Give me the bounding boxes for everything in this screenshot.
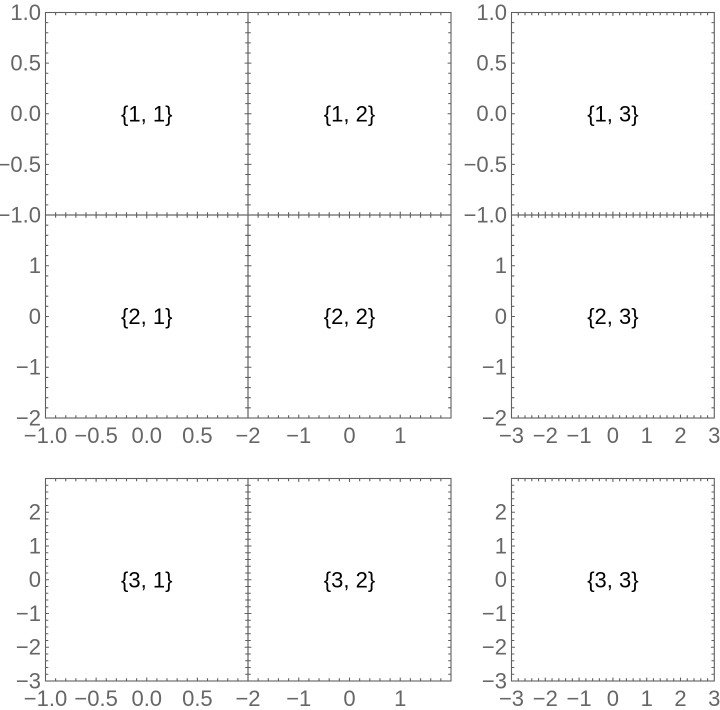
svg-text:1: 1 [641, 423, 653, 448]
svg-text:0: 0 [495, 567, 507, 592]
svg-text:0: 0 [29, 304, 41, 329]
svg-text:−0.5: −0.5 [74, 423, 117, 448]
svg-text:1: 1 [394, 423, 406, 448]
svg-text:−1: −1 [567, 423, 592, 448]
svg-text:−1.0: −1.0 [0, 202, 41, 227]
svg-text:{2, 2}: {2, 2} [324, 304, 375, 329]
svg-text:−1.0: −1.0 [24, 423, 67, 448]
svg-text:{1, 3}: {1, 3} [587, 101, 638, 126]
svg-text:3: 3 [708, 686, 720, 710]
svg-text:−3: −3 [482, 668, 507, 693]
svg-text:{1, 1}: {1, 1} [121, 101, 172, 126]
svg-text:{1, 2}: {1, 2} [324, 101, 375, 126]
svg-text:−2: −2 [482, 405, 507, 430]
svg-text:0.0: 0.0 [131, 686, 162, 710]
svg-text:−1: −1 [286, 423, 311, 448]
svg-text:−1: −1 [482, 355, 507, 380]
svg-text:1: 1 [394, 686, 406, 710]
svg-text:−1: −1 [567, 686, 592, 710]
svg-text:0: 0 [29, 567, 41, 592]
svg-text:−0.5: −0.5 [74, 686, 117, 710]
svg-text:−2: −2 [235, 686, 260, 710]
svg-text:−2: −2 [16, 405, 41, 430]
svg-text:2: 2 [495, 500, 507, 525]
svg-text:0.5: 0.5 [182, 423, 213, 448]
svg-text:2: 2 [674, 686, 686, 710]
svg-text:−3: −3 [499, 686, 524, 710]
svg-text:3: 3 [708, 423, 720, 448]
svg-text:−0.5: −0.5 [464, 152, 507, 177]
svg-text:−3: −3 [16, 668, 41, 693]
svg-text:0.5: 0.5 [10, 51, 41, 76]
svg-text:1.0: 1.0 [10, 0, 41, 25]
svg-text:−2: −2 [16, 635, 41, 660]
svg-text:1: 1 [641, 686, 653, 710]
svg-text:0.0: 0.0 [10, 101, 41, 126]
svg-text:−2: −2 [533, 423, 558, 448]
svg-text:0.5: 0.5 [182, 686, 213, 710]
svg-text:−1: −1 [16, 601, 41, 626]
svg-text:0: 0 [343, 423, 355, 448]
svg-text:−1.0: −1.0 [24, 686, 67, 710]
svg-text:0: 0 [607, 423, 619, 448]
svg-text:2: 2 [29, 500, 41, 525]
svg-text:1: 1 [495, 533, 507, 558]
svg-text:1: 1 [29, 253, 41, 278]
svg-text:−1: −1 [286, 686, 311, 710]
svg-text:{3, 2}: {3, 2} [324, 567, 375, 592]
svg-text:−2: −2 [482, 635, 507, 660]
svg-text:1: 1 [495, 253, 507, 278]
svg-text:{3, 3}: {3, 3} [587, 567, 638, 592]
svg-text:−0.5: −0.5 [0, 152, 41, 177]
svg-text:−1: −1 [16, 355, 41, 380]
svg-text:0.0: 0.0 [131, 423, 162, 448]
svg-text:1: 1 [29, 533, 41, 558]
svg-text:−2: −2 [533, 686, 558, 710]
svg-text:−2: −2 [235, 423, 260, 448]
svg-text:0: 0 [495, 304, 507, 329]
svg-text:0: 0 [607, 686, 619, 710]
svg-text:2: 2 [674, 423, 686, 448]
svg-text:0: 0 [343, 686, 355, 710]
svg-text:{2, 1}: {2, 1} [121, 304, 172, 329]
svg-text:−3: −3 [499, 423, 524, 448]
svg-text:0.0: 0.0 [476, 101, 507, 126]
svg-text:0.5: 0.5 [476, 51, 507, 76]
svg-text:{3, 1}: {3, 1} [121, 567, 172, 592]
svg-text:1.0: 1.0 [476, 0, 507, 25]
svg-text:{2, 3}: {2, 3} [587, 304, 638, 329]
svg-text:−1: −1 [482, 601, 507, 626]
svg-text:−1.0: −1.0 [464, 202, 507, 227]
